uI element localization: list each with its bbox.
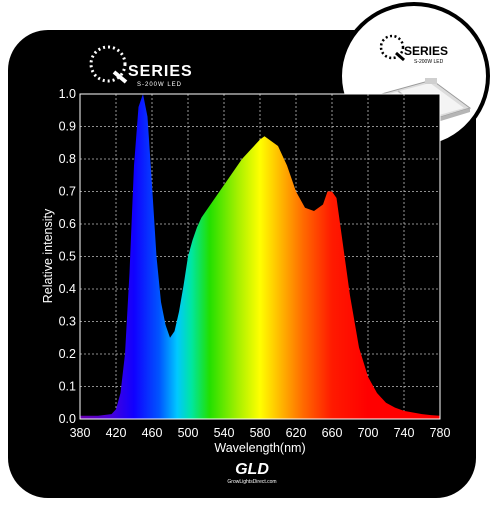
y-axis-ticks: 0.0 0.1 0.2 0.3 0.4 0.5 0.6 0.7 0.8 0.9 1.0 <box>59 87 76 426</box>
x-tick-label: 700 <box>358 426 379 440</box>
footer-logo: GLD GrowLightsDirect.com <box>227 461 276 485</box>
y-tick-label: 0.4 <box>59 282 76 296</box>
y-axis-label: Relative intensity <box>41 208 55 303</box>
gld-url: GrowLightsDirect.com <box>227 479 276 485</box>
y-tick-label: 0.5 <box>59 250 76 264</box>
y-tick-label: 0.6 <box>59 217 76 231</box>
x-tick-label: 540 <box>214 426 235 440</box>
inset-q-logo-icon <box>379 34 405 60</box>
y-tick-label: 0.2 <box>59 347 76 361</box>
inset-series-tagline: S-200W LED <box>414 59 444 65</box>
gld-logo: GLD <box>235 461 269 478</box>
x-tick-label: 420 <box>106 426 127 440</box>
brand-logo: SERIES S-200W LED <box>89 45 193 88</box>
y-tick-label: 0.8 <box>59 152 76 166</box>
spectrum-area <box>80 94 440 419</box>
series-wordmark: SERIES <box>128 63 193 80</box>
x-tick-label: 580 <box>250 426 271 440</box>
y-tick-label: 0.7 <box>59 185 76 199</box>
plot-frame <box>79 93 441 420</box>
x-axis-label: Wavelength(nm) <box>214 441 305 455</box>
x-tick-label: 380 <box>70 426 91 440</box>
series-tagline: S-200W LED <box>137 82 182 88</box>
y-tick-label: 1.0 <box>59 87 76 101</box>
x-tick-label: 660 <box>322 426 343 440</box>
x-tick-label: 500 <box>178 426 199 440</box>
inset-series-wordmark: SERIES <box>404 44 448 58</box>
y-tick-label: 0.9 <box>59 120 76 134</box>
x-tick-label: 740 <box>394 426 415 440</box>
x-axis-ticks: 380 420 460 500 540 580 620 660 700 740 780 <box>70 426 451 440</box>
y-tick-label: 0.0 <box>59 412 76 426</box>
q-logo-icon <box>89 45 127 83</box>
y-tick-label: 0.1 <box>59 380 76 394</box>
x-tick-label: 620 <box>286 426 307 440</box>
x-tick-label: 780 <box>430 426 451 440</box>
x-tick-label: 460 <box>142 426 163 440</box>
y-tick-label: 0.3 <box>59 315 76 329</box>
